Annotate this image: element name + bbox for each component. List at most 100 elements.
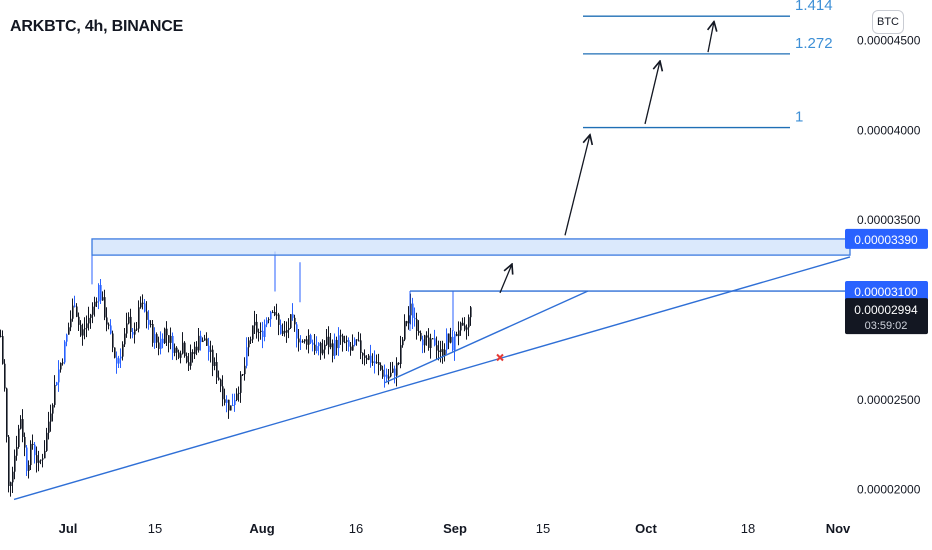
- candle-body: [330, 343, 332, 348]
- candle-body: [366, 357, 368, 360]
- candle-body: [460, 322, 462, 331]
- candle-body: [408, 315, 410, 324]
- candle-body: [108, 324, 110, 326]
- candle-body: [304, 339, 306, 342]
- resistance-zone[interactable]: [91, 238, 851, 256]
- price-axis-tick-label: 0.00002000: [857, 483, 921, 497]
- resistance-price-label-text: 0.00003390: [854, 233, 918, 247]
- candle-body: [296, 324, 298, 339]
- candle-body: [42, 458, 44, 460]
- candle-body: [342, 335, 344, 343]
- candle-body: [174, 347, 176, 353]
- candle-body: [142, 302, 144, 304]
- projection-arrow[interactable]: [644, 61, 660, 125]
- candle-body: [280, 324, 282, 334]
- candle-body: [206, 338, 208, 346]
- candle-body: [316, 346, 318, 351]
- candle-body: [114, 347, 116, 358]
- candlestick-series: [0, 244, 472, 497]
- candle-body: [466, 327, 468, 330]
- ascending-trendline-short[interactable]: [384, 290, 589, 384]
- candle-body: [450, 336, 452, 343]
- candle-body: [256, 321, 258, 333]
- candle-body: [24, 436, 26, 448]
- candle-body: [22, 419, 24, 437]
- currency-badge[interactable]: BTC: [872, 10, 904, 34]
- last-price-label[interactable]: 0.00002994 03:59:02: [845, 298, 928, 335]
- invalidation-marker-stroke: [496, 353, 504, 362]
- candle-body: [264, 324, 266, 337]
- candle-body: [294, 317, 296, 325]
- time-axis[interactable]: Jul 15 Aug 16 Sep 15 Oct 18 Nov: [59, 521, 851, 536]
- candle-body: [192, 352, 194, 354]
- candle-body: [90, 314, 92, 318]
- candle-body: [48, 421, 50, 433]
- candle-body: [274, 312, 276, 316]
- candle-body: [74, 305, 76, 307]
- level-price-label[interactable]: 0.00003100: [845, 281, 928, 302]
- candle-body: [262, 330, 264, 337]
- candle-body: [54, 384, 56, 405]
- resistance-price-label[interactable]: 0.00003390: [845, 228, 928, 249]
- projection-arrow[interactable]: [499, 264, 512, 294]
- candle-body: [238, 392, 240, 394]
- ascending-trendline-long[interactable]: [13, 256, 851, 501]
- candle-body: [284, 330, 286, 333]
- price-axis-tick-label: 0.00002500: [857, 393, 921, 407]
- candle-body: [378, 362, 380, 365]
- candle-body: [334, 339, 336, 356]
- projection-arrow[interactable]: [708, 22, 714, 53]
- candle-body: [2, 336, 4, 364]
- candle-body: [62, 362, 64, 364]
- candle-body: [242, 374, 244, 376]
- candle-body: [136, 328, 138, 330]
- candle-body: [94, 301, 96, 307]
- candle-body: [444, 349, 446, 356]
- candle-body: [322, 349, 324, 354]
- candle-body: [414, 317, 416, 320]
- candle-body: [302, 341, 304, 343]
- candle-body: [126, 323, 128, 334]
- candle-body: [278, 314, 280, 325]
- candle-body: [260, 330, 262, 333]
- candle-body: [326, 336, 328, 345]
- candle-body: [46, 432, 48, 451]
- candle-body: [198, 335, 200, 351]
- candle-body: [116, 357, 118, 364]
- candle-body: [324, 344, 326, 350]
- candle-body: [52, 404, 54, 414]
- candle-body: [56, 382, 58, 385]
- candle-body: [298, 338, 300, 343]
- candle-body: [270, 312, 272, 320]
- candle-body: [360, 340, 362, 353]
- candle-body: [388, 376, 390, 379]
- price-axis[interactable]: 0.00004500 0.00004000 0.00003500 0.00002500…: [845, 34, 928, 497]
- candle-body: [86, 323, 88, 329]
- candle-body: [362, 352, 364, 356]
- candle-body: [130, 316, 132, 332]
- candle-body: [6, 388, 8, 437]
- price-axis-tick-label: 0.00004000: [857, 123, 921, 137]
- candle-body: [202, 340, 204, 343]
- projection-arrow[interactable]: [564, 135, 590, 236]
- candle-body: [340, 335, 342, 337]
- candle-body: [436, 345, 438, 351]
- candle-body: [172, 335, 174, 353]
- candle-body: [50, 413, 52, 422]
- candle-body: [212, 349, 214, 366]
- candle-body: [18, 428, 20, 447]
- candle-body: [96, 301, 98, 303]
- candle-body: [40, 459, 42, 461]
- candle-body: [144, 303, 146, 312]
- candle-body: [100, 284, 102, 301]
- candle-body: [374, 361, 376, 364]
- candle-body: [104, 297, 106, 318]
- time-axis-tick-label: 15: [536, 521, 550, 536]
- candle-body: [112, 333, 114, 348]
- candle-body: [292, 314, 294, 318]
- candle-body: [424, 335, 426, 346]
- candle-body: [440, 349, 442, 353]
- candle-body: [32, 443, 34, 445]
- candle-body: [80, 324, 82, 336]
